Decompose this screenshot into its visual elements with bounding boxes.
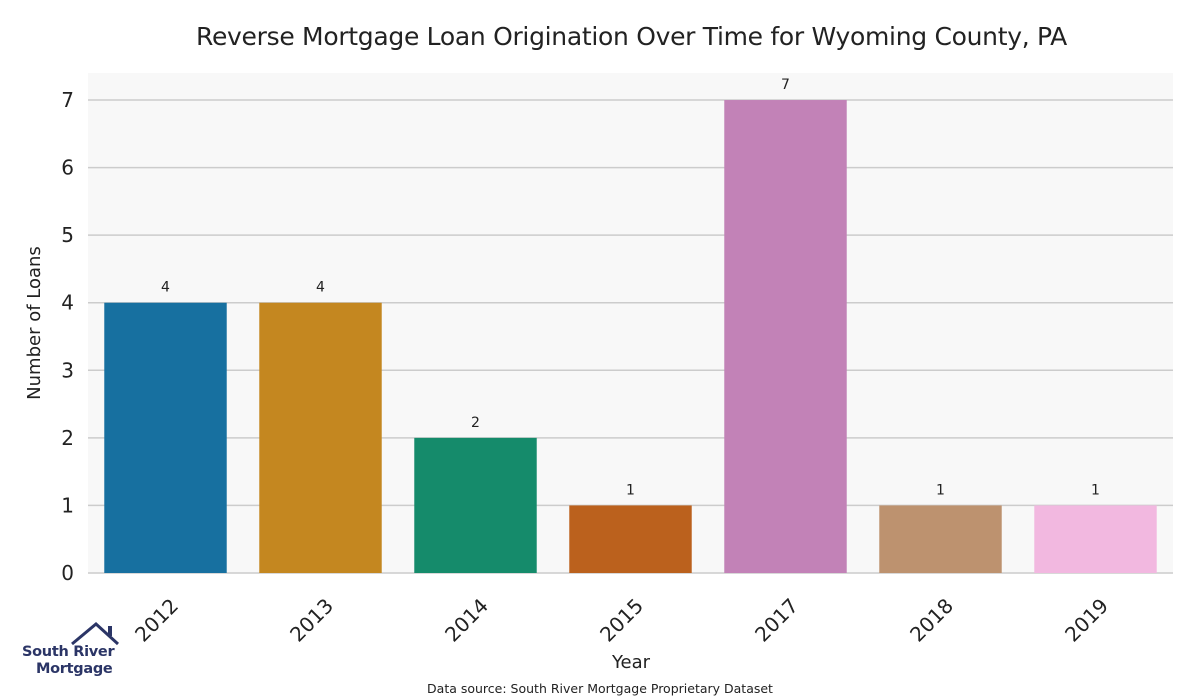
bar-value-label-2017: 7 <box>781 77 790 93</box>
bar-2012 <box>104 302 227 573</box>
x-tick-label-2015: 2015 <box>595 594 648 647</box>
source-note: Data source: South River Mortgage Propri… <box>427 681 773 696</box>
y-tick-label: 6 <box>61 156 74 180</box>
x-tick-label-2018: 2018 <box>905 594 958 647</box>
y-tick-label: 4 <box>61 291 74 315</box>
bars <box>104 100 1157 573</box>
y-tick-label: 1 <box>61 493 74 517</box>
x-tick-label-2014: 2014 <box>440 594 493 647</box>
y-tick-label: 7 <box>61 88 74 112</box>
y-tick-label: 3 <box>61 358 74 382</box>
bar-2019 <box>1034 505 1157 573</box>
bar-value-label-2012: 4 <box>161 280 170 296</box>
bar-2014 <box>414 437 537 573</box>
y-axis-label: Number of Loans <box>24 246 45 400</box>
y-tick-label: 2 <box>61 426 74 450</box>
x-tick-label-2017: 2017 <box>750 594 803 647</box>
x-tick-labels: 2012 2013 2014 2015 2017 2018 2019 <box>130 594 1113 647</box>
x-tick-label-2019: 2019 <box>1060 594 1113 647</box>
x-tick-label-2013: 2013 <box>285 594 338 647</box>
x-axis-label: Year <box>611 652 651 673</box>
bar-2015 <box>569 505 692 573</box>
bar-value-label-2015: 1 <box>626 482 635 498</box>
y-tick-label: 0 <box>61 561 74 585</box>
bar-value-label-2018: 1 <box>936 482 945 498</box>
brand-logo: South River Mortgage <box>22 620 122 682</box>
brand-name-line1: South River <box>22 644 115 660</box>
bar-value-labels: 4 4 2 1 7 1 1 <box>161 77 1100 498</box>
bar-2017 <box>724 100 847 573</box>
bar-value-label-2013: 4 <box>316 280 325 296</box>
y-tick-labels: 0 1 2 3 4 5 6 7 <box>61 88 74 585</box>
bar-value-label-2014: 2 <box>471 415 480 431</box>
brand-name-line2: Mortgage <box>36 661 113 677</box>
bar-2018 <box>879 505 1002 573</box>
house-icon <box>71 622 120 646</box>
x-tick-label-2012: 2012 <box>130 594 183 647</box>
bar-value-label-2019: 1 <box>1091 482 1100 498</box>
chart-title: Reverse Mortgage Loan Origination Over T… <box>196 22 1067 51</box>
bar-2013 <box>259 302 382 573</box>
y-tick-label: 5 <box>61 223 74 247</box>
